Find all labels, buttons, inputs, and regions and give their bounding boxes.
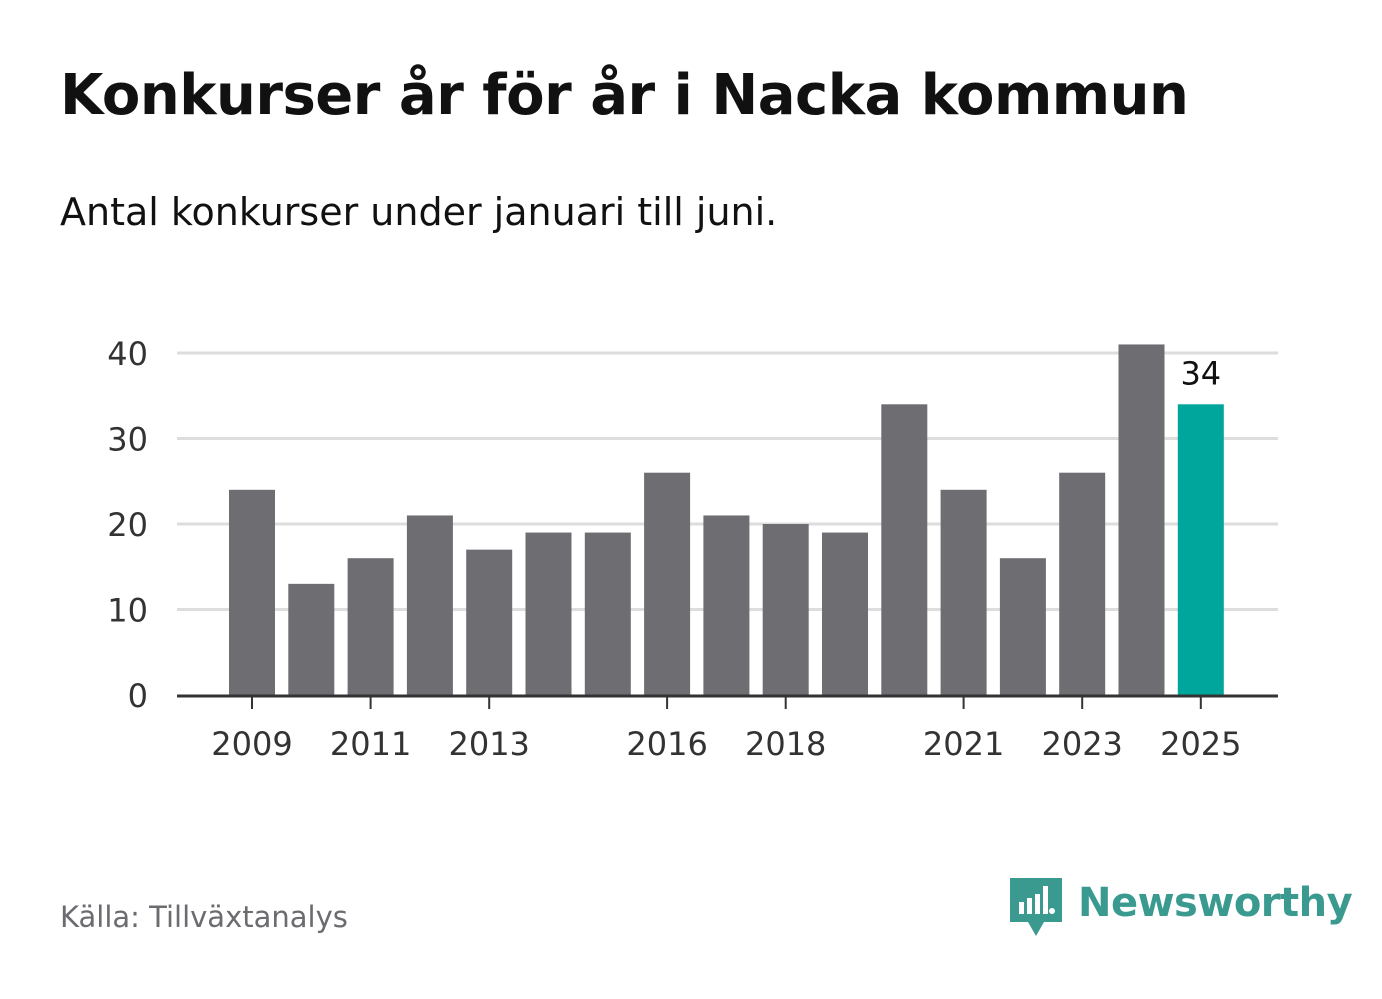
x-tick-label: 2018 [745, 725, 826, 763]
x-tick-label: 2023 [1041, 725, 1122, 763]
bar [881, 404, 928, 695]
chart-subtitle: Antal konkurser under januari till juni. [60, 190, 778, 234]
bar [822, 532, 868, 695]
bar [940, 489, 987, 695]
bar [762, 524, 809, 695]
x-tick-label: 2013 [448, 725, 529, 763]
x-axis: 2009 2011 2013 2016 2018 2021 2023 2025 [177, 694, 1278, 763]
bar [525, 532, 572, 695]
bar [703, 515, 750, 695]
y-tick-label: 30 [107, 421, 148, 459]
y-tick-label: 0 [128, 677, 148, 715]
data-labels: 34 [1180, 354, 1221, 392]
bar [347, 558, 394, 695]
source-note: Källa: Tillväxtanalys [60, 900, 348, 934]
bar [1059, 472, 1106, 695]
x-tick-label: 2009 [211, 725, 292, 763]
x-tick-label: 2016 [626, 725, 707, 763]
chart-title: Konkurser år för år i Nacka kommun [60, 63, 1189, 128]
y-tick-label: 40 [107, 335, 148, 373]
y-tick-label: 10 [107, 592, 148, 630]
bar [466, 549, 513, 695]
bar [1177, 404, 1224, 695]
bar [229, 489, 275, 695]
x-tick-label: 2021 [923, 725, 1004, 763]
bar [999, 558, 1046, 695]
bar [584, 532, 631, 695]
brand-logo: Newsworthy [1010, 878, 1353, 940]
bar [288, 583, 335, 695]
y-axis-ticks: 0 10 20 30 40 [107, 335, 148, 715]
newsworthy-logo-icon [1010, 878, 1062, 936]
y-tick-label: 20 [107, 506, 148, 544]
x-tick-label: 2025 [1160, 725, 1241, 763]
bar [644, 472, 691, 695]
bar [1118, 344, 1165, 695]
x-tick-label: 2011 [330, 725, 411, 763]
data-label: 34 [1180, 354, 1221, 392]
bar [406, 515, 453, 695]
brand-name: Newsworthy [1078, 880, 1353, 926]
bars [229, 344, 1224, 695]
